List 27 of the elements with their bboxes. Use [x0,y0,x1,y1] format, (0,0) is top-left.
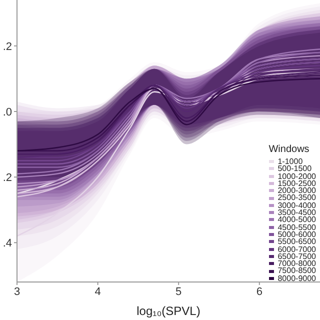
x-tick-label: 5 [176,286,182,298]
legend-label: 2500-3500 [278,193,316,202]
legend-label: 4500-5500 [278,222,316,232]
legend-label: 2000-3000 [278,186,316,196]
legend-label: 6500-7500 [278,252,316,261]
x-tick-label: 4 [94,286,101,298]
legend-label: 5500-6500 [278,237,316,246]
legend-label: 1000-2000 [278,172,316,181]
legend-label: 1500-2500 [278,178,316,188]
x-tick-label: 3 [14,286,20,298]
legend-label: 3500-4500 [278,208,316,218]
legend-label: 8000-9000 [278,274,316,283]
legend-label: 7500-8500 [278,266,316,276]
legend-title: Windows [268,144,310,155]
x-tick-label: 6 [256,286,262,298]
legend-label: 3000-4000 [278,200,316,210]
legend-label: 5000-6000 [278,230,316,239]
legend-label: 1-1000 [278,156,303,166]
y-tick-label: .2 [2,172,12,184]
legend-label: 6000-7000 [278,244,316,254]
x-axis-title: log₁₀(SPVL) [136,304,200,318]
y-tick-label: .0 [2,106,12,118]
legend-label: 7000-8000 [278,259,316,268]
y-tick-label: .4 [2,238,12,250]
y-tick-label: .2 [2,40,12,53]
legend-label: 4000-5000 [278,215,316,224]
legend-label: 500-1500 [278,164,312,174]
